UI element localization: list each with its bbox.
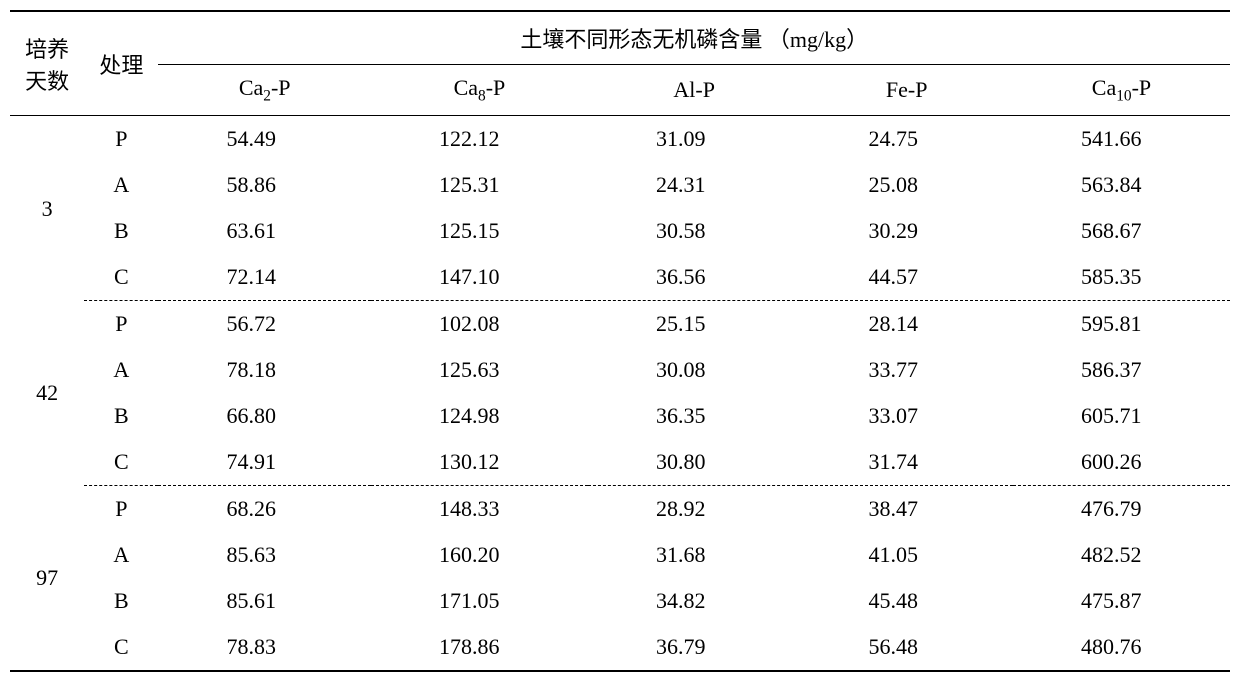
value-cell: 78.18 — [158, 347, 371, 393]
value-cell: 24.31 — [588, 162, 801, 208]
value-cell: 68.26 — [158, 486, 371, 533]
header-days-line1: 培养 — [25, 37, 69, 62]
value-cell: 122.12 — [371, 116, 588, 163]
value-cell: 25.08 — [800, 162, 1013, 208]
value-cell: 85.63 — [158, 532, 371, 578]
treatment-cell: C — [84, 439, 158, 486]
value-cell: 102.08 — [371, 301, 588, 348]
treatment-cell: B — [84, 208, 158, 254]
value-cell: 125.31 — [371, 162, 588, 208]
value-cell: 28.14 — [800, 301, 1013, 348]
value-cell: 30.58 — [588, 208, 801, 254]
header-col-ca10p: Ca10-P — [1013, 65, 1230, 116]
header-col-ca2p: Ca2-P — [158, 65, 371, 116]
value-cell: 34.82 — [588, 578, 801, 624]
value-cell: 24.75 — [800, 116, 1013, 163]
value-cell: 31.74 — [800, 439, 1013, 486]
value-cell: 30.08 — [588, 347, 801, 393]
value-cell: 476.79 — [1013, 486, 1230, 533]
value-cell: 85.61 — [158, 578, 371, 624]
value-cell: 44.57 — [800, 254, 1013, 301]
days-cell: 3 — [10, 116, 84, 301]
value-cell: 31.68 — [588, 532, 801, 578]
value-cell: 33.77 — [800, 347, 1013, 393]
value-cell: 600.26 — [1013, 439, 1230, 486]
header-col-ca8p: Ca8-P — [371, 65, 588, 116]
value-cell: 475.87 — [1013, 578, 1230, 624]
value-cell: 125.63 — [371, 347, 588, 393]
value-cell: 36.35 — [588, 393, 801, 439]
value-cell: 45.48 — [800, 578, 1013, 624]
header-days: 培养 天数 — [10, 11, 84, 116]
value-cell: 56.72 — [158, 301, 371, 348]
value-cell: 482.52 — [1013, 532, 1230, 578]
value-cell: 25.15 — [588, 301, 801, 348]
days-cell: 42 — [10, 301, 84, 486]
value-cell: 41.05 — [800, 532, 1013, 578]
soil-phosphorus-table: 培养 天数 处理 土壤不同形态无机磷含量 （mg/kg） Ca2-P Ca8-P… — [10, 10, 1230, 672]
value-cell: 130.12 — [371, 439, 588, 486]
table-body: 3P54.49122.1231.0924.75541.66A58.86125.3… — [10, 116, 1230, 672]
treatment-cell: C — [84, 254, 158, 301]
value-cell: 31.09 — [588, 116, 801, 163]
value-cell: 72.14 — [158, 254, 371, 301]
treatment-cell: P — [84, 116, 158, 163]
value-cell: 66.80 — [158, 393, 371, 439]
treatment-cell: P — [84, 301, 158, 348]
header-col-alp: Al-P — [588, 65, 801, 116]
header-col-fep: Fe-P — [800, 65, 1013, 116]
value-cell: 160.20 — [371, 532, 588, 578]
treatment-cell: A — [84, 347, 158, 393]
value-cell: 148.33 — [371, 486, 588, 533]
value-cell: 28.92 — [588, 486, 801, 533]
value-cell: 171.05 — [371, 578, 588, 624]
value-cell: 30.80 — [588, 439, 801, 486]
value-cell: 147.10 — [371, 254, 588, 301]
value-cell: 33.07 — [800, 393, 1013, 439]
days-cell: 97 — [10, 486, 84, 672]
value-cell: 30.29 — [800, 208, 1013, 254]
treatment-cell: B — [84, 578, 158, 624]
value-cell: 605.71 — [1013, 393, 1230, 439]
value-cell: 568.67 — [1013, 208, 1230, 254]
value-cell: 36.56 — [588, 254, 801, 301]
header-days-line2: 天数 — [25, 69, 69, 94]
treatment-cell: A — [84, 532, 158, 578]
value-cell: 595.81 — [1013, 301, 1230, 348]
value-cell: 585.35 — [1013, 254, 1230, 301]
value-cell: 125.15 — [371, 208, 588, 254]
treatment-cell: P — [84, 486, 158, 533]
value-cell: 586.37 — [1013, 347, 1230, 393]
value-cell: 74.91 — [158, 439, 371, 486]
value-cell: 541.66 — [1013, 116, 1230, 163]
value-cell: 563.84 — [1013, 162, 1230, 208]
value-cell: 63.61 — [158, 208, 371, 254]
value-cell: 54.49 — [158, 116, 371, 163]
header-group-label: 土壤不同形态无机磷含量 （mg/kg） — [158, 11, 1230, 65]
treatment-cell: B — [84, 393, 158, 439]
value-cell: 124.98 — [371, 393, 588, 439]
header-treatment: 处理 — [84, 11, 158, 116]
value-cell: 38.47 — [800, 486, 1013, 533]
treatment-cell: A — [84, 162, 158, 208]
value-cell: 58.86 — [158, 162, 371, 208]
